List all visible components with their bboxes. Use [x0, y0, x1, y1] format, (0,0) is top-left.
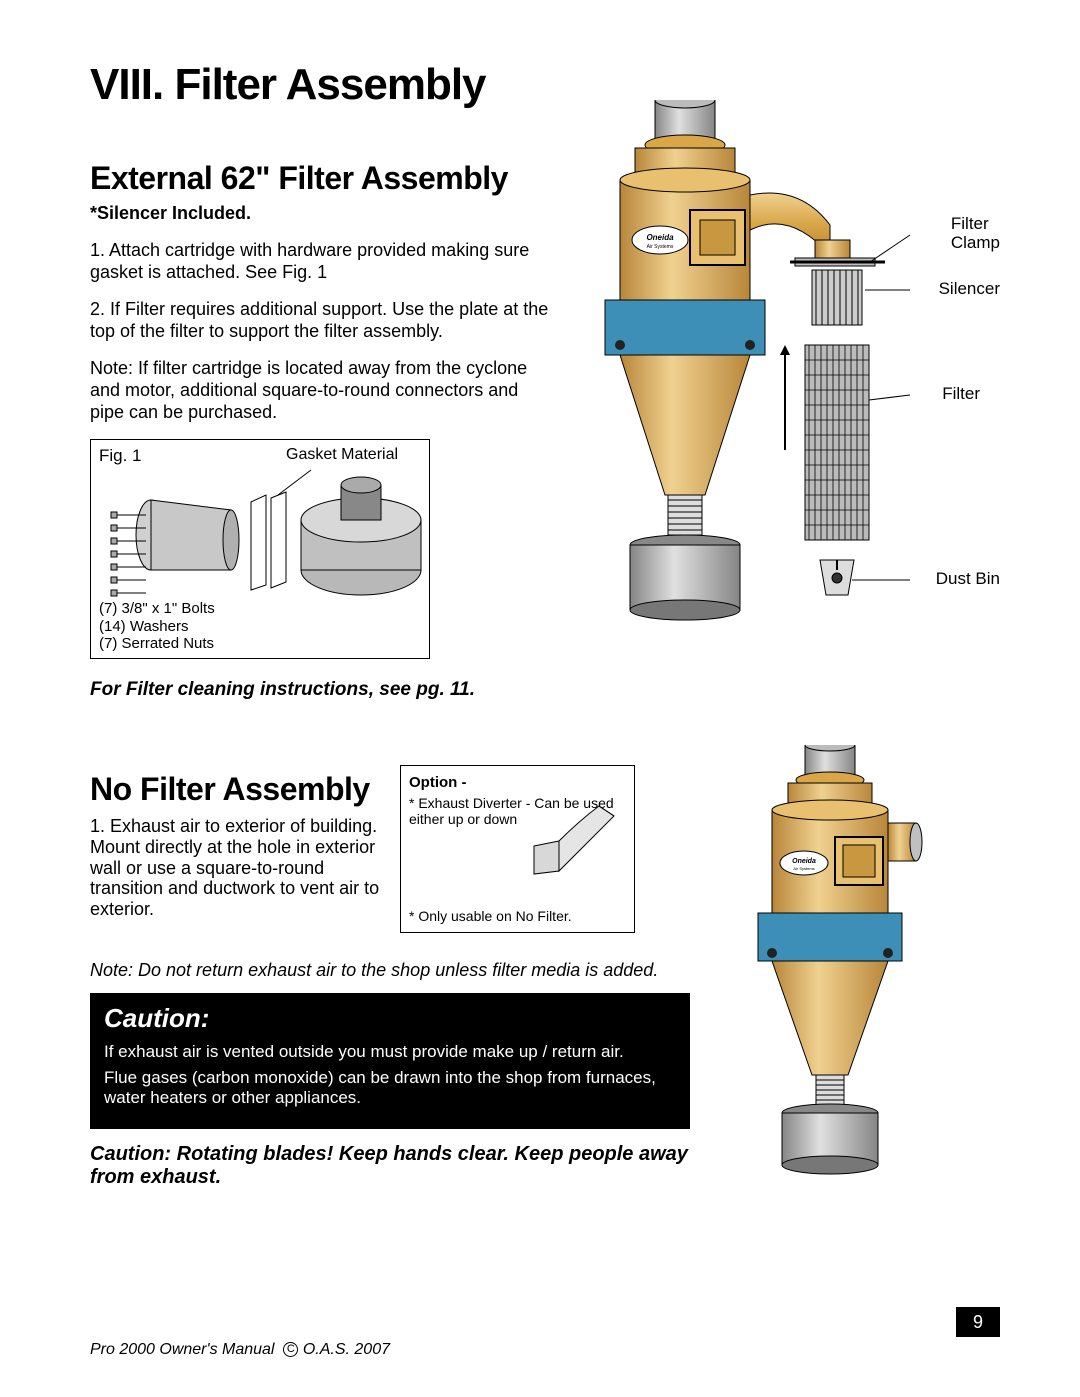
step-2: 2. If Filter requires additional support… — [90, 299, 550, 342]
caution-box: Caution: If exhaust air is vented outsid… — [90, 993, 690, 1129]
svg-text:Oneida: Oneida — [646, 233, 674, 242]
caution-line-1: If exhaust air is vented outside you mus… — [104, 1042, 676, 1062]
step-1: 1. Attach cartridge with hardware provid… — [90, 240, 550, 283]
diverter-illustration — [524, 786, 624, 876]
hardware-list: (7) 3/8" x 1" Bolts (14) Washers (7) Ser… — [99, 600, 215, 652]
option-footnote: * Only usable on No Filter. — [409, 908, 572, 924]
rotating-caution: Caution: Rotating blades! Keep hands cle… — [90, 1143, 690, 1189]
note-text: Note: If filter cartridge is located awa… — [90, 358, 550, 423]
footer: Pro 2000 Owner's Manual C O.A.S. 2007 — [90, 1341, 390, 1359]
option-box: Option - * Exhaust Diverter - Can be use… — [400, 765, 635, 933]
callout-dust-bin: Dust Bin — [936, 570, 1000, 589]
svg-text:Air Systems: Air Systems — [647, 244, 674, 250]
cyclone-nofilter-diagram: Oneida Air Systems — [730, 745, 950, 1175]
svg-text:Air Systems: Air Systems — [793, 866, 814, 871]
svg-text:Oneida: Oneida — [792, 858, 816, 865]
figure-1-box: Fig. 1 Gasket Material — [90, 439, 430, 659]
callout-silencer: Silencer — [939, 280, 1000, 299]
caution-line-2: Flue gases (carbon monoxide) can be draw… — [104, 1068, 676, 1109]
cyclone-filter-diagram: Oneida Air Systems — [590, 100, 1000, 630]
nofilter-text: 1. Exhaust air to exterior of building. … — [90, 816, 390, 919]
caution-title: Caution: — [104, 1003, 676, 1034]
page-number: 9 — [956, 1307, 1000, 1337]
callout-filter-clamp: FilterClamp — [951, 215, 1000, 252]
callout-filter: Filter — [942, 385, 980, 404]
cleaning-instructions-note: For Filter cleaning instructions, see pg… — [90, 679, 1000, 701]
